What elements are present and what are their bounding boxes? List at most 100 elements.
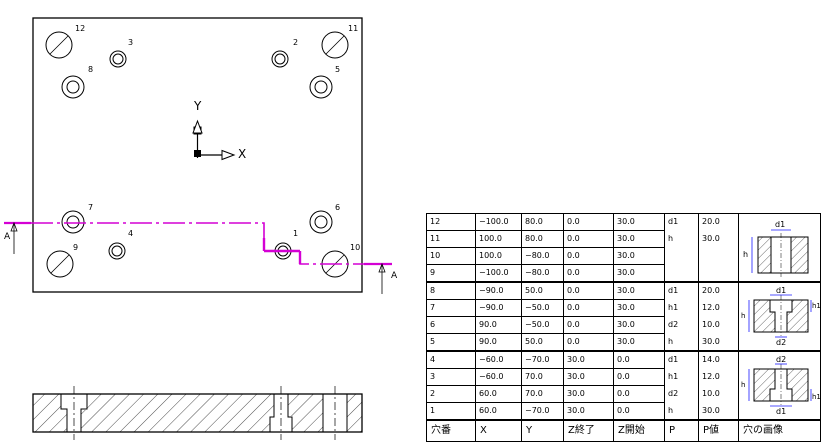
table-row[interactable]: 9 −100.0 −80.0 0.0 30.0 (426, 264, 821, 282)
cell-y: −80.0 (521, 247, 564, 265)
cell-x: −90.0 (475, 281, 522, 300)
cell-z-end: 0.0 (563, 230, 614, 248)
section-view (32, 386, 363, 440)
hole-number-7: 7 (88, 203, 93, 212)
cell-param: d1 (664, 213, 699, 231)
cell-hole-id: 1 (426, 402, 476, 420)
table-row[interactable]: 4 −60.0 −70.0 30.0 0.0 d1 14.0 (426, 350, 821, 421)
cell-hole-id: 12 (426, 213, 476, 231)
cell-hole-id: 8 (426, 281, 476, 300)
cell-z-end: 0.0 (563, 316, 614, 334)
cell-z-start: 30.0 (613, 281, 665, 300)
header-y: Y (521, 419, 564, 442)
cell-x: 60.0 (475, 385, 522, 403)
cell-y: −70.0 (521, 402, 564, 420)
cell-y: −80.0 (521, 264, 564, 282)
cell-param-value: 10.0 (698, 385, 739, 403)
hole-number-9: 9 (73, 243, 78, 252)
cell-param-value: 20.0 (698, 281, 739, 300)
table-row[interactable]: 8 −90.0 50.0 0.0 30.0 d1 20.0 (426, 281, 821, 352)
cell-z-start: 0.0 (613, 385, 665, 403)
table-row[interactable]: 10 100.0 −80.0 0.0 30.0 (426, 247, 821, 265)
plate-outline (32, 17, 363, 293)
header-param: P (664, 419, 699, 442)
table-row[interactable]: 12 −100.0 80.0 0.0 30.0 d1 20.0 d1 h (426, 213, 821, 283)
hole-number-1: 1 (293, 229, 298, 238)
hole-number-8: 8 (88, 65, 93, 74)
cell-hole-id: 2 (426, 385, 476, 403)
cell-x: −60.0 (475, 350, 522, 369)
cell-param (664, 264, 699, 282)
cell-z-end: 30.0 (563, 402, 614, 420)
cell-x: −100.0 (475, 264, 522, 282)
section-label-left: A (4, 232, 11, 242)
cell-param: h (664, 333, 699, 351)
hole-image-bottom-counterbore: d2 h1 h d1 (738, 350, 821, 421)
table-row[interactable]: 5 90.0 50.0 0.0 30.0 h 30.0 (426, 333, 821, 351)
cell-y: 70.0 (521, 368, 564, 386)
hole-number-11: 11 (348, 24, 358, 33)
header-z-start: Z開始 (613, 419, 665, 442)
cell-param: h1 (664, 299, 699, 317)
hole-image-label: d2 (776, 355, 786, 364)
hole-number-5: 5 (335, 65, 340, 74)
cell-z-start: 30.0 (613, 333, 665, 351)
hole-5 (309, 75, 333, 99)
cell-param: d1 (664, 350, 699, 369)
hole-9 (46, 250, 74, 278)
table-row[interactable]: 11 100.0 80.0 0.0 30.0 h 30.0 (426, 230, 821, 248)
cell-z-end: 0.0 (563, 299, 614, 317)
table-row[interactable]: 7 −90.0 −50.0 0.0 30.0 h1 12.0 (426, 299, 821, 317)
hole-2 (271, 50, 289, 68)
hole-number-3: 3 (128, 38, 133, 47)
hole-image-label: d1 (776, 407, 786, 416)
section-arrow-left-icon (10, 221, 18, 254)
hole-image-counterbore: d1 h1 h d2 (738, 281, 821, 352)
cell-y: 80.0 (521, 230, 564, 248)
header-hole-image: 穴の画像 (738, 419, 821, 442)
cell-hole-id: 3 (426, 368, 476, 386)
cell-z-start: 30.0 (613, 247, 665, 265)
cell-z-start: 0.0 (613, 350, 665, 369)
hole-number-6: 6 (335, 203, 340, 212)
hole-image-label: h1 (812, 302, 820, 310)
cell-y: −50.0 (521, 299, 564, 317)
cell-x: −60.0 (475, 368, 522, 386)
header-x: X (475, 419, 522, 442)
hole-image-through: d1 h (738, 213, 821, 283)
cell-param: d2 (664, 385, 699, 403)
table-row[interactable]: 1 60.0 −70.0 30.0 0.0 h 30.0 (426, 402, 821, 420)
cell-param-value: 30.0 (698, 333, 739, 351)
table-row[interactable]: 6 90.0 −50.0 0.0 30.0 d2 10.0 (426, 316, 821, 334)
cell-z-start: 0.0 (613, 368, 665, 386)
cell-param-value: 10.0 (698, 316, 739, 334)
cell-param: h1 (664, 368, 699, 386)
cell-hole-id: 10 (426, 247, 476, 265)
cell-param-value: 12.0 (698, 368, 739, 386)
cell-hole-id: 4 (426, 350, 476, 369)
hole-image-label: d1 (776, 286, 786, 295)
table-row[interactable]: 2 60.0 70.0 30.0 0.0 d2 10.0 (426, 385, 821, 403)
cell-x: 90.0 (475, 333, 522, 351)
hole-12 (45, 31, 73, 59)
hole-8 (61, 75, 85, 99)
hole-table: 12 −100.0 80.0 0.0 30.0 d1 20.0 d1 h (426, 213, 821, 442)
hole-image-label: d2 (776, 338, 786, 347)
cell-hole-id: 9 (426, 264, 476, 282)
cell-x: 90.0 (475, 316, 522, 334)
cell-z-end: 30.0 (563, 385, 614, 403)
cell-param-value (698, 247, 739, 265)
hole-7 (61, 210, 85, 234)
section-arrow-right-icon (378, 262, 386, 294)
hole-image-label: h (741, 381, 745, 389)
cell-z-start: 30.0 (613, 316, 665, 334)
cell-param: h (664, 230, 699, 248)
table-row[interactable]: 3 −60.0 70.0 30.0 0.0 h1 12.0 (426, 368, 821, 386)
cell-y: −70.0 (521, 350, 564, 369)
hole-4 (108, 242, 126, 260)
hole-number-4: 4 (128, 229, 133, 238)
cell-param-value (698, 264, 739, 282)
cell-param-value: 30.0 (698, 402, 739, 420)
cell-z-end: 0.0 (563, 333, 614, 351)
